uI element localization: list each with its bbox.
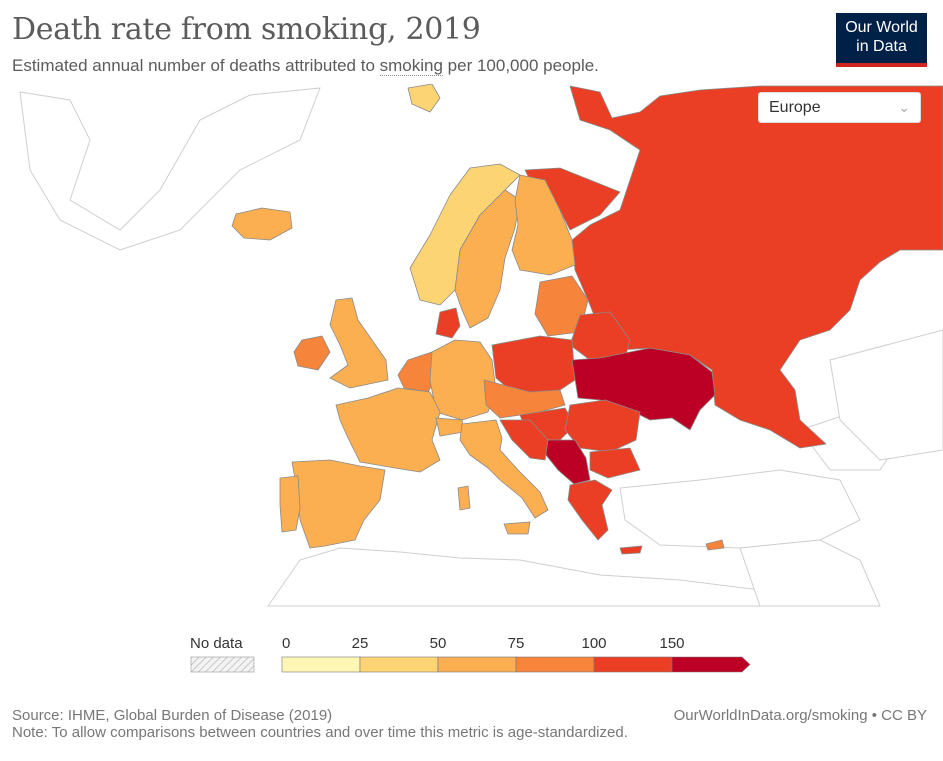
footer-url-link[interactable]: OurWorldInData.org/smoking • CC BY [673,707,927,724]
legend-bins: 0 25 50 75 100 150 [281,635,751,673]
legend-swatch-1 [359,656,439,673]
subtitle-smoking-link[interactable]: smoking [379,56,443,76]
legend-no-data-swatch [190,656,255,673]
page-title: Death rate from smoking, 2019 [12,12,481,47]
region-portugal[interactable] [279,475,301,533]
legend-tick-label-1: 25 [352,635,369,652]
greenland-outline [19,87,321,251]
region-greece[interactable] [567,479,613,541]
legend-swatch-4 [593,656,673,673]
region-iceland[interactable] [231,207,293,241]
turkey-outline [619,469,861,549]
region-romania[interactable] [564,399,641,453]
region-central-europe[interactable] [483,379,566,419]
background-countries [19,87,943,607]
region-france[interactable] [335,387,441,473]
region-svalbard[interactable] [407,84,441,113]
region-ireland[interactable] [293,335,331,371]
europe-map[interactable] [0,84,943,609]
region-cyprus[interactable] [705,539,725,551]
legend-no-data-label: No data [190,635,243,652]
legend-swatch-3 [515,656,595,673]
region-switzerland[interactable] [435,417,465,437]
footer-source: Source: IHME, Global Burden of Disease (… [12,707,333,724]
legend-swatch-5 [671,656,751,673]
kazakhstan-outline [829,329,943,461]
legend-swatch-0 [281,656,361,673]
region-spain[interactable] [291,459,386,549]
middle-east-outline [739,539,881,607]
region-select-value: Europe [769,99,821,116]
region-denmark[interactable] [435,307,461,339]
color-legend: No data 0 25 50 75 100 150 [190,635,751,673]
chevron-down-icon: ⌄ [898,99,910,115]
legend-tick-label-2: 50 [430,635,447,652]
footer-note: Note: To allow comparisons between count… [12,724,628,741]
owid-logo[interactable]: Our World in Data [836,13,927,67]
page-subtitle: Estimated annual number of deaths attrib… [12,56,599,76]
north-africa-outline [267,547,782,607]
region-sardinia[interactable] [457,485,471,511]
region-finland[interactable] [511,174,576,276]
region-serbia[interactable] [544,439,591,485]
region-bulgaria[interactable] [589,447,641,479]
legend-tick-label-4: 100 [581,635,606,652]
region-sicily[interactable] [503,521,531,535]
legend-tick-label-3: 75 [508,635,525,652]
logo-line-1: Our World [845,19,918,36]
legend-tick-label-5: 150 [659,635,684,652]
logo-line-2: in Data [856,38,907,55]
region-crete[interactable] [619,545,643,555]
legend-tick-label-0: 0 [282,635,290,652]
region-germany[interactable] [429,339,497,421]
region-croatia[interactable] [499,419,549,461]
subtitle-suffix: per 100,000 people. [442,56,599,75]
subtitle-prefix: Estimated annual number of deaths attrib… [12,56,380,75]
region-italy[interactable] [459,419,549,519]
legend-swatch-2 [437,656,517,673]
region-select-dropdown[interactable]: Europe ⌄ [758,92,921,123]
region-united-kingdom[interactable] [329,297,389,389]
